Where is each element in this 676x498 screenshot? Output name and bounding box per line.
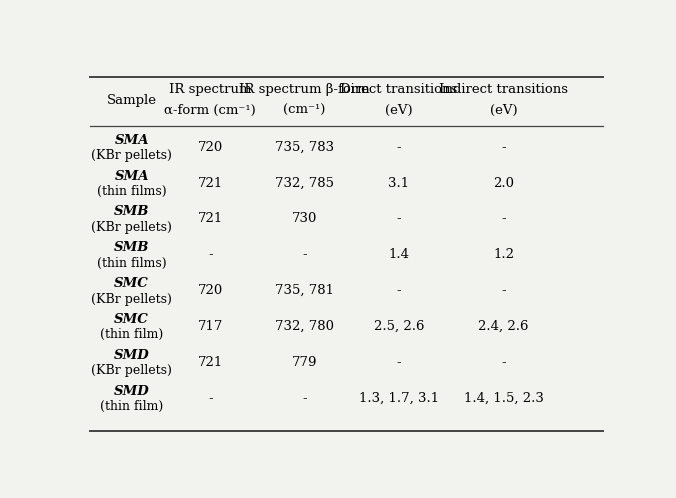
Text: SMA: SMA bbox=[114, 134, 149, 147]
Text: SMB: SMB bbox=[114, 206, 149, 219]
Text: SMD: SMD bbox=[114, 385, 149, 398]
Text: 2.0: 2.0 bbox=[493, 177, 514, 190]
Text: 2.4, 2.6: 2.4, 2.6 bbox=[479, 320, 529, 333]
Text: (thin films): (thin films) bbox=[97, 185, 166, 198]
Text: Indirect transitions: Indirect transitions bbox=[439, 83, 568, 96]
Text: Direct transitions: Direct transitions bbox=[340, 83, 458, 96]
Text: (cm⁻¹): (cm⁻¹) bbox=[283, 104, 326, 117]
Text: -: - bbox=[208, 391, 212, 405]
Text: (KBr pellets): (KBr pellets) bbox=[91, 292, 172, 306]
Text: 1.4: 1.4 bbox=[388, 248, 410, 261]
Text: -: - bbox=[397, 212, 401, 226]
Text: 721: 721 bbox=[197, 177, 223, 190]
Text: -: - bbox=[502, 141, 506, 154]
Text: (KBr pellets): (KBr pellets) bbox=[91, 364, 172, 377]
Text: (eV): (eV) bbox=[385, 104, 412, 117]
Text: 779: 779 bbox=[292, 356, 317, 369]
Text: SMB: SMB bbox=[114, 242, 149, 254]
Text: 2.5, 2.6: 2.5, 2.6 bbox=[374, 320, 424, 333]
Text: 730: 730 bbox=[292, 212, 317, 226]
Text: 735, 781: 735, 781 bbox=[275, 284, 334, 297]
Text: 735, 783: 735, 783 bbox=[275, 141, 334, 154]
Text: 721: 721 bbox=[197, 356, 223, 369]
Text: (KBr pellets): (KBr pellets) bbox=[91, 149, 172, 162]
Text: -: - bbox=[208, 248, 212, 261]
Text: α-form (cm⁻¹): α-form (cm⁻¹) bbox=[164, 104, 256, 117]
Text: SMC: SMC bbox=[114, 277, 149, 290]
Text: SMD: SMD bbox=[114, 349, 149, 362]
Text: (thin film): (thin film) bbox=[100, 328, 164, 342]
Text: (thin films): (thin films) bbox=[97, 256, 166, 270]
Text: 720: 720 bbox=[197, 284, 223, 297]
Text: -: - bbox=[397, 284, 401, 297]
Text: 732, 785: 732, 785 bbox=[275, 177, 334, 190]
Text: 732, 780: 732, 780 bbox=[275, 320, 334, 333]
Text: (KBr pellets): (KBr pellets) bbox=[91, 221, 172, 234]
Text: 1.4, 1.5, 2.3: 1.4, 1.5, 2.3 bbox=[464, 391, 544, 405]
Text: -: - bbox=[502, 284, 506, 297]
Text: -: - bbox=[302, 248, 307, 261]
Text: 721: 721 bbox=[197, 212, 223, 226]
Text: -: - bbox=[302, 391, 307, 405]
Text: IR spectrum: IR spectrum bbox=[169, 83, 251, 96]
Text: SMC: SMC bbox=[114, 313, 149, 326]
Text: -: - bbox=[502, 212, 506, 226]
Text: 717: 717 bbox=[197, 320, 223, 333]
Text: -: - bbox=[502, 356, 506, 369]
Text: -: - bbox=[397, 141, 401, 154]
Text: 1.3, 1.7, 3.1: 1.3, 1.7, 3.1 bbox=[359, 391, 439, 405]
Text: Sample: Sample bbox=[107, 94, 157, 107]
Text: (eV): (eV) bbox=[490, 104, 517, 117]
Text: 3.1: 3.1 bbox=[388, 177, 410, 190]
Text: (thin film): (thin film) bbox=[100, 400, 164, 413]
Text: 720: 720 bbox=[197, 141, 223, 154]
Text: -: - bbox=[397, 356, 401, 369]
Text: 1.2: 1.2 bbox=[493, 248, 514, 261]
Text: SMA: SMA bbox=[114, 170, 149, 183]
Text: IR spectrum β-form: IR spectrum β-form bbox=[239, 83, 370, 96]
